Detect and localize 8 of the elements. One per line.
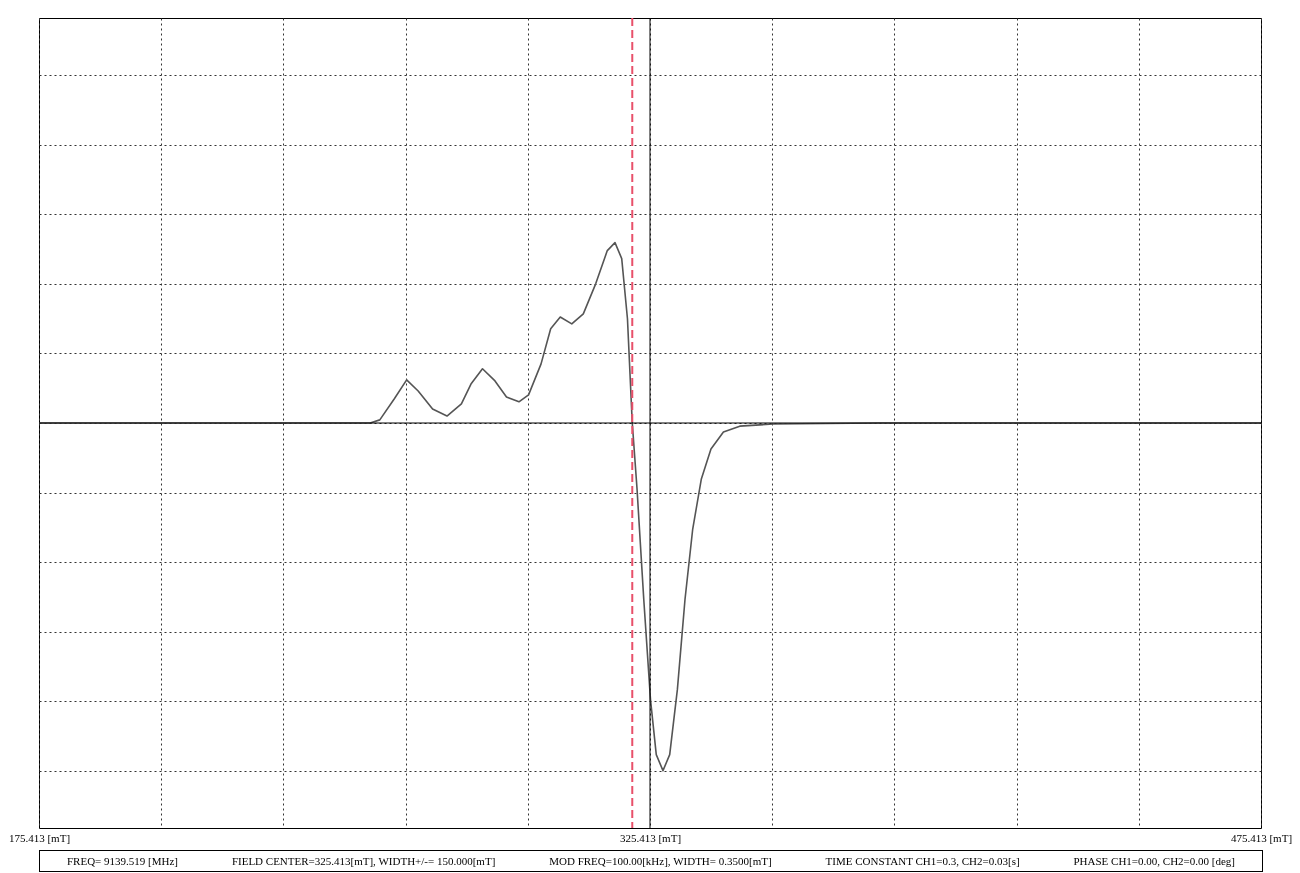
text: PHASE CH1=0.00, CH2=0.00 [deg] [1073, 855, 1236, 867]
text: MOD FREQ=100.00[kHz], WIDTH= 0.3500[mT] [549, 855, 772, 867]
x-tick-label: 175.413 [mT] [8, 831, 71, 844]
text: FIELD CENTER=325.413[mT], WIDTH+/-= 150.000[mT] [231, 855, 496, 867]
text: TIME CONSTANT CH1=0.3, CH2=0.03[s] [825, 855, 1020, 867]
text: FREQ= 9139.519 [MHz] [66, 855, 178, 867]
x-tick-label: 475.413 [mT] [1230, 831, 1293, 844]
x-tick-label: 325.413 [mT] [619, 831, 682, 844]
